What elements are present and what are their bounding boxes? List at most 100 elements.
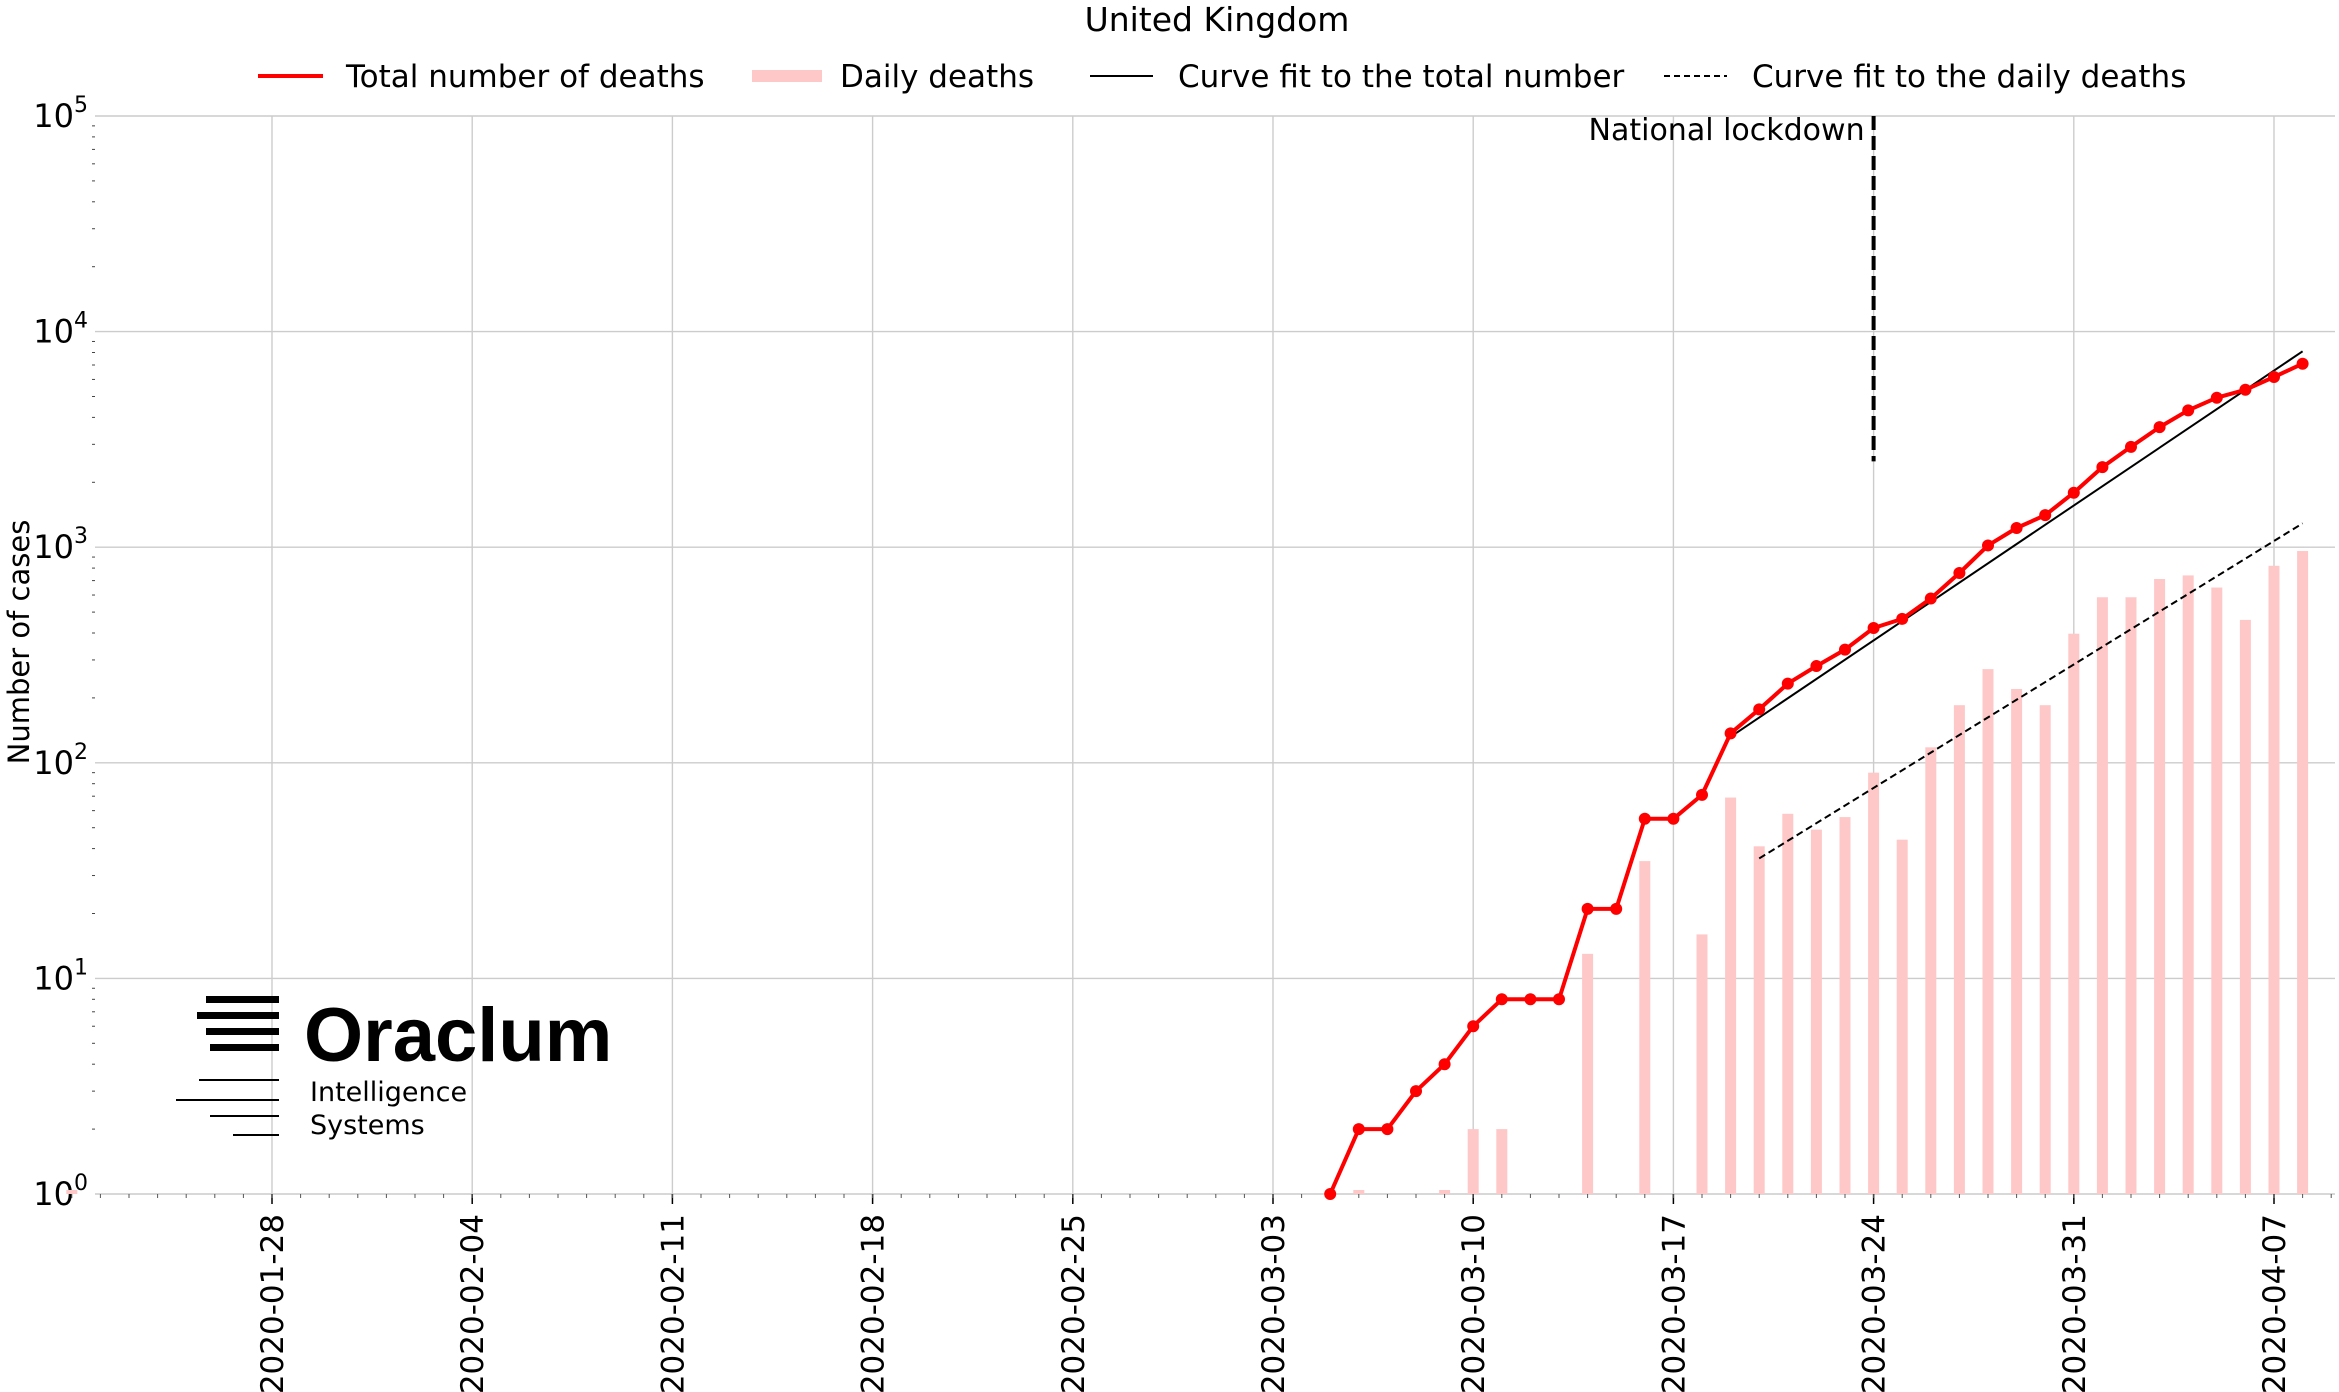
daily-death-bar bbox=[2297, 551, 2309, 1194]
total-deaths-point bbox=[1467, 1020, 1480, 1033]
daily-death-bar bbox=[1639, 861, 1651, 1194]
x-tick-label: 2020-03-03 bbox=[1256, 1214, 1292, 1392]
total-deaths-point bbox=[2125, 440, 2137, 453]
total-fit-line bbox=[1730, 350, 2304, 738]
x-tick-label: 2020-03-10 bbox=[1456, 1214, 1492, 1392]
logo-lines-icon bbox=[176, 1079, 279, 1136]
daily-death-bar bbox=[1782, 813, 1794, 1194]
daily-fit-line bbox=[1758, 522, 2304, 860]
total-deaths-point bbox=[1324, 1188, 1337, 1200]
total-deaths-point bbox=[1982, 539, 1994, 552]
daily-death-bar bbox=[2011, 688, 2023, 1194]
y-tick-label: 101 bbox=[33, 955, 88, 997]
logo-line2: Systems bbox=[310, 1110, 425, 1141]
total-deaths-point bbox=[1610, 902, 1623, 915]
daily-death-bar bbox=[1982, 669, 1994, 1194]
daily-death-bar bbox=[1439, 1190, 1451, 1194]
daily-death-bar bbox=[1753, 846, 1765, 1194]
daily-death-bar bbox=[2239, 619, 2251, 1194]
total-deaths-point bbox=[1781, 677, 1794, 690]
legend: Total number of deaths Daily deaths Curve … bbox=[258, 59, 2186, 95]
total-deaths-point bbox=[1410, 1085, 1422, 1098]
x-tick-label: 2020-03-24 bbox=[1857, 1214, 1893, 1392]
total-deaths-point bbox=[2153, 421, 2166, 434]
daily-death-bar bbox=[1953, 705, 1965, 1194]
daily-death-bar bbox=[1725, 797, 1737, 1194]
total-deaths-point bbox=[1381, 1123, 1394, 1136]
daily-death-bar bbox=[1810, 829, 1822, 1194]
total-deaths-point bbox=[1924, 592, 1937, 605]
total-deaths-point bbox=[1896, 612, 1909, 625]
total-deaths-point bbox=[1638, 812, 1651, 825]
daily-death-bar bbox=[1868, 772, 1880, 1194]
logo-bars-icon bbox=[197, 996, 279, 1051]
y-tick-label: 104 bbox=[33, 309, 88, 351]
logo-name: Oraclum bbox=[304, 993, 612, 1078]
total-deaths-point bbox=[2067, 486, 2080, 499]
daily-death-bar bbox=[1696, 934, 1708, 1194]
total-deaths-point bbox=[1839, 643, 1851, 656]
total-deaths-point bbox=[1352, 1123, 1365, 1136]
total-deaths-point bbox=[1581, 902, 1594, 915]
total-deaths-point bbox=[2096, 461, 2109, 474]
total-deaths-point bbox=[2296, 357, 2309, 370]
total-deaths-series bbox=[1324, 357, 2309, 1200]
x-tick-label: 2020-02-18 bbox=[856, 1214, 892, 1392]
logo-line1: Intelligence bbox=[310, 1077, 467, 1108]
y-tick-label: 103 bbox=[33, 524, 88, 566]
legend-label: Total number of deaths bbox=[345, 59, 705, 95]
total-deaths-point bbox=[1667, 812, 1680, 825]
total-deaths-point bbox=[1696, 788, 1708, 801]
axes: 100 101 102 103 104 105 2020-01-28 2020-02-04 20… bbox=[33, 93, 2332, 1392]
x-tick-label: 2020-02-04 bbox=[455, 1214, 491, 1392]
daily-death-bar bbox=[2125, 597, 2137, 1194]
daily-death-bar bbox=[2211, 587, 2223, 1194]
total-deaths-point bbox=[1753, 703, 1766, 716]
x-tick-label: 2020-03-31 bbox=[2057, 1214, 2093, 1392]
total-deaths-point bbox=[1438, 1058, 1451, 1071]
daily-death-bar bbox=[1896, 839, 1908, 1194]
daily-death-bar bbox=[1839, 817, 1851, 1194]
lockdown-label: National lockdown bbox=[1589, 113, 1865, 148]
total-deaths-point bbox=[2239, 383, 2252, 396]
daily-death-bar bbox=[2154, 579, 2166, 1194]
daily-death-bar bbox=[2096, 597, 2108, 1194]
legend-label: Curve fit to the total number bbox=[1178, 59, 1625, 95]
total-deaths-point bbox=[1724, 727, 1737, 740]
total-deaths-point bbox=[2182, 404, 2195, 417]
total-deaths-point bbox=[2010, 521, 2023, 534]
y-axis-label: Number of cases bbox=[2, 520, 36, 765]
annotations: National lockdown bbox=[1589, 113, 1876, 462]
daily-deaths-bars bbox=[66, 551, 2309, 1194]
y-tick-label: 100 bbox=[33, 1171, 88, 1213]
daily-death-bar bbox=[2068, 633, 2080, 1194]
total-deaths-point bbox=[2268, 370, 2280, 383]
curve-fits bbox=[1730, 350, 2304, 860]
total-deaths-point bbox=[1495, 993, 1508, 1006]
x-tick-label: 2020-04-07 bbox=[2257, 1214, 2293, 1392]
y-tick-label: 102 bbox=[33, 740, 88, 782]
grid bbox=[95, 115, 2335, 1195]
total-deaths-point bbox=[2039, 509, 2052, 522]
total-deaths-point bbox=[1810, 660, 1823, 673]
total-deaths-point bbox=[2210, 391, 2223, 404]
daily-death-bar bbox=[1582, 953, 1594, 1194]
total-deaths-point bbox=[1524, 993, 1537, 1006]
legend-swatch-daily bbox=[752, 70, 822, 82]
chart-title: United Kingdom bbox=[1085, 0, 1350, 39]
legend-label: Curve fit to the daily deaths bbox=[1752, 59, 2186, 95]
oraclum-logo: Oraclum Intelligence Systems bbox=[176, 993, 612, 1141]
daily-death-bar bbox=[1353, 1190, 1365, 1194]
daily-death-bar bbox=[1467, 1129, 1479, 1194]
x-tick-label: 2020-02-25 bbox=[1056, 1214, 1092, 1392]
x-tick-label: 2020-03-17 bbox=[1656, 1214, 1692, 1392]
daily-death-bar bbox=[2039, 705, 2051, 1194]
daily-death-bar bbox=[1496, 1129, 1508, 1194]
daily-death-bar bbox=[66, 1190, 78, 1194]
daily-death-bar bbox=[2268, 565, 2280, 1194]
total-deaths-point bbox=[1867, 621, 1880, 634]
y-tick-label: 105 bbox=[33, 93, 88, 135]
total-deaths-point bbox=[1553, 993, 1565, 1006]
legend-label: Daily deaths bbox=[840, 59, 1034, 95]
